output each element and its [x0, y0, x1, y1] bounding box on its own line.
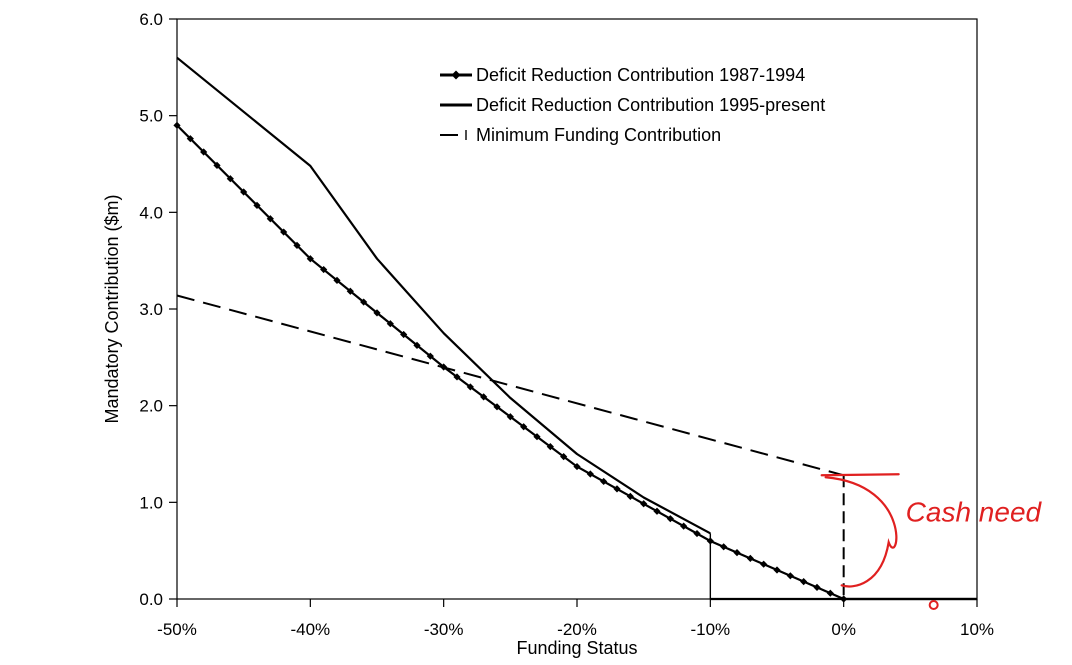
marker-diamond: [360, 298, 368, 306]
marker-diamond: [453, 373, 461, 381]
marker-diamond: [493, 403, 501, 411]
series-minimum-funding-line: [176, 294, 844, 477]
marker-diamond: [533, 433, 541, 441]
x-tick-label: -20%: [557, 620, 597, 639]
series-layer: [173, 56, 977, 603]
x-tick-label: -30%: [424, 620, 464, 639]
marker-diamond: [626, 492, 634, 500]
marker-diamond: [426, 352, 434, 360]
marker-diamond: [213, 161, 221, 169]
marker-diamond: [613, 485, 621, 493]
legend: Deficit Reduction Contribution 1987-1994…: [440, 65, 825, 145]
legend-label: Deficit Reduction Contribution 1987-1994: [476, 65, 805, 85]
marker-diamond: [600, 477, 608, 486]
marker-diamond: [773, 566, 781, 574]
marker-diamond: [800, 578, 808, 586]
legend-marker: [451, 70, 461, 80]
marker-diamond: [653, 507, 661, 515]
y-tick-label: 6.0: [139, 10, 163, 29]
marker-diamond: [240, 188, 248, 196]
marker-diamond: [466, 383, 474, 391]
marker-diamond: [506, 413, 514, 421]
x-tick-label: -10%: [690, 620, 730, 639]
marker-diamond: [400, 330, 408, 339]
y-tick-label: 5.0: [139, 107, 163, 126]
x-tick-label: -50%: [157, 620, 197, 639]
x-axis: -50% -40% -30% -20% -10% 0% 10%: [157, 599, 994, 639]
marker-diamond: [666, 515, 674, 523]
legend-entry: Deficit Reduction Contribution 1987-1994: [440, 65, 805, 85]
annotation-brace: [820, 473, 900, 588]
marker-diamond: [733, 549, 741, 557]
marker-diamond: [573, 462, 581, 471]
y-axis: 0.0 1.0 2.0 3.0 4.0 5.0 6.0: [139, 10, 177, 609]
marker-diamond: [826, 589, 834, 597]
marker-diamond: [200, 148, 208, 156]
y-axis-title: Mandatory Contribution ($m): [102, 194, 122, 423]
legend-entry: Deficit Reduction Contribution 1995-pres…: [440, 95, 825, 115]
marker-diamond: [640, 500, 648, 508]
marker-diamond: [746, 554, 754, 562]
y-tick-label: 0.0: [139, 590, 163, 609]
y-tick-label: 4.0: [139, 203, 163, 222]
marker-diamond: [546, 443, 554, 451]
marker-diamond: [306, 255, 314, 263]
series-1995-present-line: [176, 56, 711, 535]
marker-diamond: [760, 560, 768, 568]
annotation-text: Cash need: [906, 496, 1043, 527]
legend-entry: Minimum Funding Contribution: [440, 125, 721, 145]
annotation-layer: Cash need: [820, 473, 1043, 610]
marker-diamond: [186, 135, 194, 143]
marker-diamond: [346, 287, 354, 295]
marker-diamond: [480, 393, 488, 401]
marker-diamond: [786, 572, 794, 580]
marker-diamond: [720, 543, 728, 551]
marker-diamond: [280, 228, 288, 236]
marker-diamond: [173, 121, 181, 129]
marker-diamond: [413, 341, 421, 349]
marker-diamond: [266, 215, 274, 223]
marker-diamond: [320, 265, 328, 274]
x-tick-label: 0%: [831, 620, 856, 639]
x-axis-title: Funding Status: [516, 638, 637, 658]
y-tick-label: 2.0: [139, 397, 163, 416]
marker-diamond: [226, 175, 234, 183]
annotation-dot: [928, 600, 939, 610]
marker-diamond: [586, 470, 594, 478]
series-1987-1994-markers: [173, 121, 848, 603]
y-tick-label: 3.0: [139, 300, 163, 319]
marker-diamond: [373, 309, 381, 317]
x-tick-label: -40%: [290, 620, 330, 639]
marker-diamond: [386, 320, 394, 328]
marker-diamond: [333, 276, 341, 284]
x-tick-label: 10%: [960, 620, 994, 639]
marker-diamond: [253, 201, 261, 209]
legend-label: Deficit Reduction Contribution 1995-pres…: [476, 95, 825, 115]
y-tick-label: 1.0: [139, 493, 163, 512]
marker-diamond: [680, 522, 688, 530]
marker-diamond: [693, 529, 701, 538]
marker-diamond: [520, 423, 528, 431]
legend-label: Minimum Funding Contribution: [476, 125, 721, 145]
marker-diamond: [813, 583, 821, 591]
marker-diamond: [293, 241, 301, 249]
series-1987-1994-line: [176, 124, 845, 601]
marker-diamond: [560, 453, 568, 461]
